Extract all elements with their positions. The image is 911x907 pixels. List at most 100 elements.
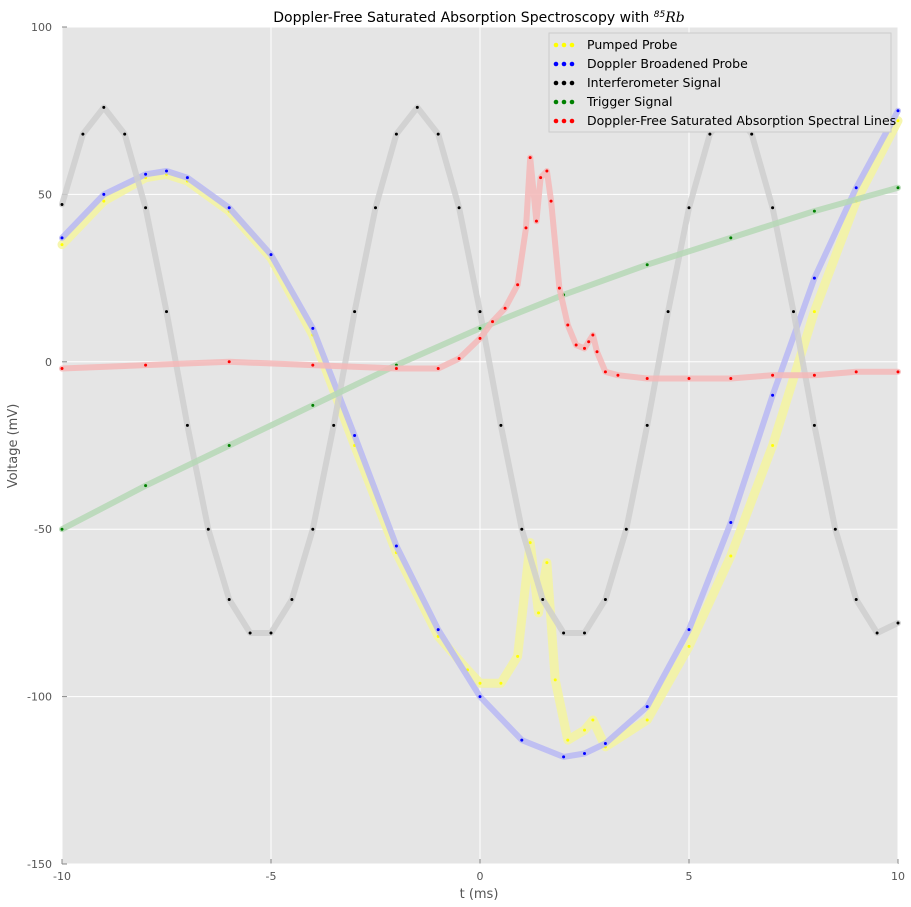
data-point — [583, 752, 586, 756]
data-point — [102, 105, 106, 109]
data-point — [603, 370, 607, 374]
data-point — [102, 192, 106, 196]
legend-entry: Pumped Probe — [553, 37, 678, 52]
legend-marker — [561, 42, 567, 48]
data-point — [687, 644, 691, 648]
data-point — [415, 105, 419, 109]
data-point — [457, 206, 461, 210]
data-point — [60, 243, 64, 247]
data-point — [269, 253, 273, 257]
data-point — [729, 377, 733, 381]
legend-marker — [569, 42, 575, 48]
data-point — [591, 333, 595, 337]
data-point — [499, 681, 503, 685]
series-4 — [59, 154, 901, 382]
data-point — [591, 718, 595, 722]
data-point — [534, 219, 538, 223]
data-point — [792, 310, 795, 314]
x-tick-label: 10 — [891, 870, 905, 883]
data-point — [374, 206, 377, 210]
data-point — [353, 310, 357, 314]
series-2 — [59, 104, 901, 636]
data-point — [771, 206, 775, 210]
data-point — [520, 527, 524, 531]
legend-marker — [569, 61, 575, 67]
data-point — [144, 172, 148, 176]
data-point — [587, 340, 591, 344]
data-point — [729, 236, 733, 240]
data-point — [165, 169, 168, 173]
data-point — [206, 527, 210, 531]
data-point — [541, 598, 545, 602]
x-tick-label: -5 — [266, 870, 277, 883]
data-point — [595, 350, 599, 354]
data-point — [311, 363, 315, 367]
y-axis-label: Voltage (mV) — [6, 404, 21, 489]
data-point — [248, 631, 252, 635]
legend-entry: Interferometer Signal — [553, 75, 721, 90]
data-point — [896, 119, 900, 123]
data-point — [549, 199, 553, 203]
legend-entry: Doppler-Free Saturated Absorption Spectr… — [553, 113, 896, 128]
x-axis-label: t (ms) — [460, 887, 499, 902]
data-point — [478, 681, 482, 685]
data-point — [562, 755, 566, 759]
legend-marker — [553, 80, 559, 86]
data-point — [645, 718, 649, 722]
series-layer — [57, 104, 903, 760]
data-point — [165, 310, 168, 314]
data-point — [537, 611, 541, 615]
data-point — [144, 206, 148, 210]
data-point — [311, 527, 315, 531]
data-point — [854, 370, 858, 374]
legend-marker — [561, 118, 567, 124]
legend-marker — [569, 118, 575, 124]
data-point — [566, 323, 570, 327]
data-point — [896, 621, 900, 625]
data-point — [645, 705, 649, 709]
x-tick-label: -10 — [53, 870, 71, 883]
data-point — [896, 186, 900, 190]
legend-marker — [561, 80, 567, 86]
data-point — [528, 156, 532, 160]
data-point — [687, 377, 691, 381]
legend-marker — [569, 99, 575, 105]
data-point — [896, 109, 900, 113]
y-tick-label: 100 — [31, 21, 52, 34]
legend-label: Doppler-Free Saturated Absorption Spectr… — [587, 113, 896, 128]
y-tick-label: 0 — [45, 356, 52, 369]
data-point — [499, 423, 503, 427]
data-point — [520, 738, 524, 742]
data-point — [227, 444, 231, 447]
legend-label: Doppler Broadened Probe — [587, 56, 748, 71]
data-point — [729, 521, 733, 525]
data-point — [81, 132, 85, 136]
legend-label: Trigger Signal — [586, 94, 672, 109]
series-1 — [59, 107, 901, 760]
grid-lines — [61, 26, 899, 865]
data-point — [290, 598, 294, 602]
data-point — [750, 132, 754, 136]
data-point — [516, 654, 520, 658]
data-point — [545, 169, 549, 173]
data-point — [491, 320, 495, 324]
data-point — [185, 176, 189, 180]
data-point — [566, 738, 570, 742]
data-point — [478, 310, 482, 314]
data-point — [478, 336, 482, 340]
data-point — [60, 366, 64, 370]
data-point — [394, 366, 398, 370]
data-point — [771, 444, 775, 447]
legend-label: Interferometer Signal — [587, 75, 721, 90]
data-point — [645, 263, 649, 267]
data-point — [812, 423, 816, 427]
legend-marker — [553, 118, 559, 124]
legend-marker — [561, 61, 567, 67]
x-tick-label: 5 — [686, 870, 693, 883]
data-point — [729, 554, 733, 558]
data-point — [603, 598, 607, 602]
legend-entry: Trigger Signal — [553, 94, 672, 109]
data-point — [812, 373, 816, 377]
